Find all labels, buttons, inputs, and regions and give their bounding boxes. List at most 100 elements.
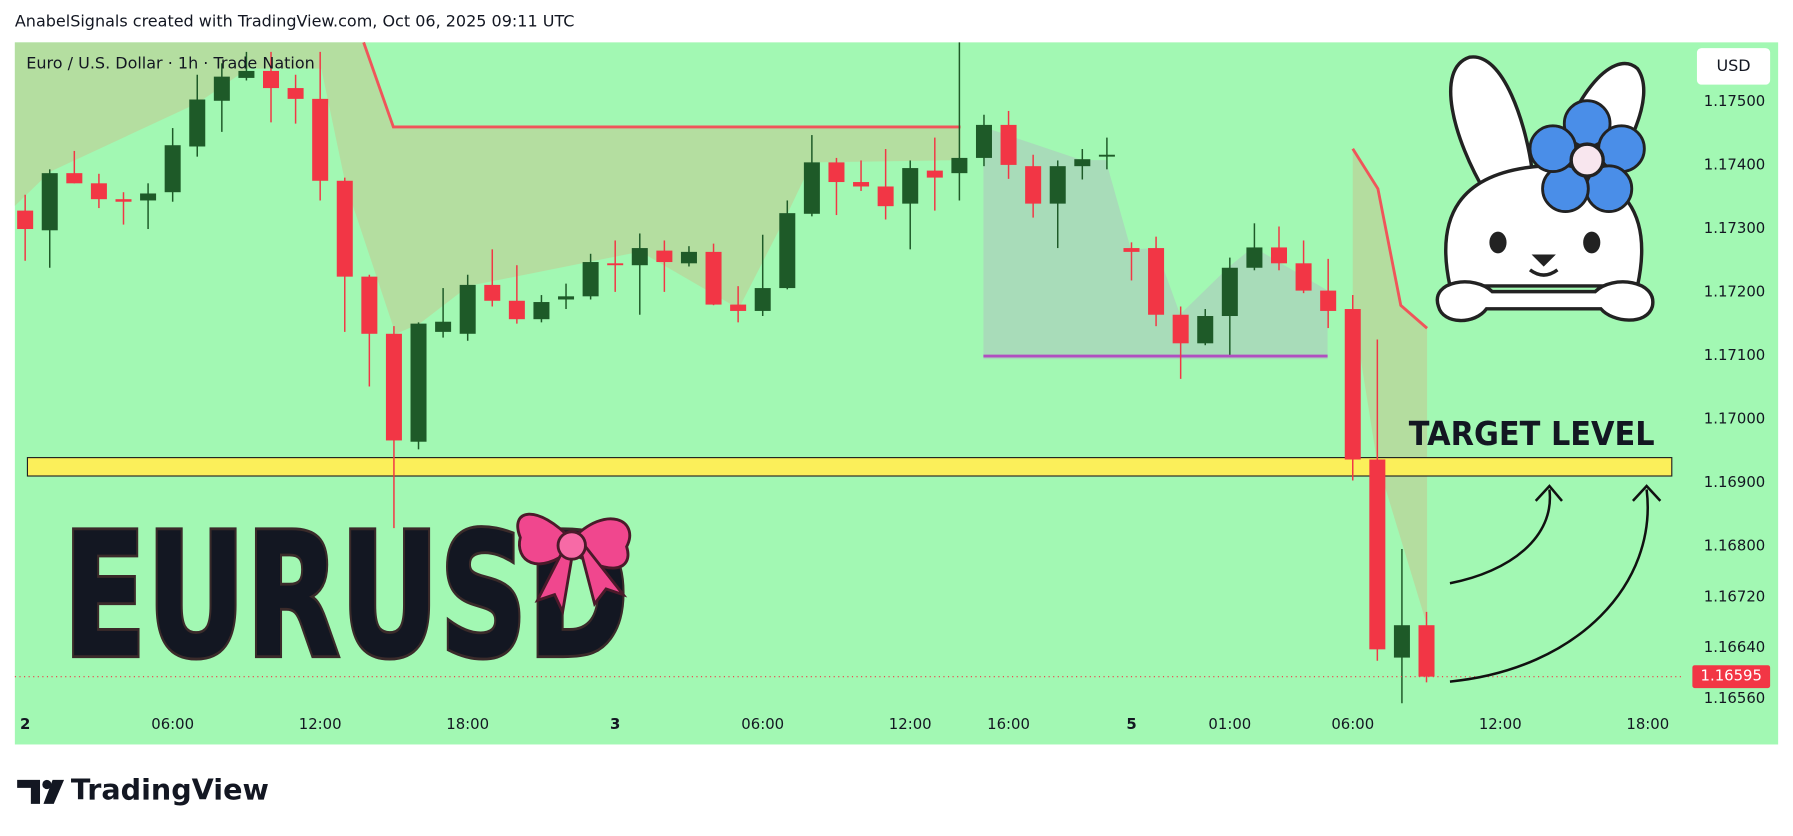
y-tick-label: 1.17000 <box>1704 409 1765 427</box>
candle-body <box>385 333 402 441</box>
candle-body <box>1246 247 1263 268</box>
candle-body <box>558 296 575 300</box>
candles <box>17 42 1435 704</box>
candle-body <box>680 251 697 264</box>
candle-body <box>484 284 501 301</box>
arrowhead <box>1534 484 1563 502</box>
brand-logo <box>17 779 65 804</box>
candle-body <box>631 248 648 266</box>
x-tick-label: 5 <box>1126 715 1136 733</box>
zone-layer <box>26 354 1673 477</box>
candle-body <box>1393 625 1410 658</box>
shaded-area <box>1352 148 1428 626</box>
chart-title: Euro / U.S. Dollar · 1h · Trade Nation <box>26 54 314 73</box>
last-price-label: 1.16595 <box>1701 667 1762 685</box>
candle-body <box>17 210 34 230</box>
candle-body <box>140 193 157 201</box>
candle-body <box>189 99 206 147</box>
candle-body <box>902 168 919 204</box>
y-tick-label: 1.16800 <box>1704 536 1765 554</box>
x-tick-label: 12:00 <box>299 715 342 733</box>
candle-body <box>582 262 599 297</box>
candle-body <box>1074 159 1091 167</box>
candle-body <box>312 98 329 181</box>
x-tick-label: 06:00 <box>741 715 784 733</box>
candle-body <box>435 321 452 332</box>
candle-body <box>1197 316 1214 344</box>
y-tick-label: 1.17200 <box>1704 283 1765 301</box>
shaded-area <box>14 42 961 334</box>
x-tick-label: 18:00 <box>1626 715 1669 733</box>
candle-body <box>508 300 525 320</box>
candle-body <box>926 170 943 178</box>
candle-body <box>287 88 304 99</box>
candle-body <box>705 251 722 305</box>
candle-body <box>1369 459 1386 650</box>
candle-body <box>1320 290 1337 311</box>
candle-body <box>1295 263 1312 291</box>
x-tick-label: 06:00 <box>1331 715 1374 733</box>
bunny <box>1435 55 1655 323</box>
candle-body <box>853 182 870 187</box>
bow <box>516 512 632 617</box>
candle-body <box>410 323 427 442</box>
candle-body <box>238 70 255 78</box>
candle-body <box>951 157 968 174</box>
candle-body <box>877 186 894 207</box>
candle-body <box>1221 267 1238 317</box>
axes: 1.17500 1.17400 1.17300 1.17200 1.17100 1.170… <box>14 92 1771 733</box>
candle-body <box>1270 247 1288 264</box>
trend-line <box>1351 147 1429 330</box>
candle-body <box>1418 625 1435 677</box>
shaded-area <box>983 126 1328 360</box>
candle-body <box>90 183 107 200</box>
arrowhead <box>1631 484 1662 502</box>
y-tick-label: 1.17100 <box>1704 346 1765 364</box>
annotation: TARGET LEVEL <box>1409 414 1655 453</box>
arrow <box>1449 489 1552 585</box>
candle-body <box>533 302 550 320</box>
candle-body <box>803 162 820 214</box>
x-tick-label: 16:00 <box>987 715 1030 733</box>
y-tick-label: 1.17400 <box>1704 156 1765 174</box>
candle-body <box>66 173 83 184</box>
candle-body <box>1148 248 1165 315</box>
y-tick-label: 1.16560 <box>1704 689 1765 707</box>
candle-body <box>1344 309 1361 460</box>
candle-body <box>41 173 58 231</box>
candle-body <box>263 70 280 89</box>
candle-body <box>730 304 747 311</box>
brand: TradingView <box>71 772 269 806</box>
y-tick-label: 1.16640 <box>1704 638 1765 656</box>
candle-body <box>1000 124 1017 165</box>
candle-body <box>1123 248 1140 252</box>
y-tick-label: 1.17500 <box>1704 92 1765 110</box>
currency-button[interactable] <box>1696 48 1771 85</box>
candle-body <box>1172 314 1189 344</box>
candle-body <box>115 199 132 202</box>
target-zone <box>26 457 1673 477</box>
arrow <box>1449 489 1649 683</box>
candle-body <box>1098 154 1115 157</box>
candle-body <box>779 213 796 289</box>
y-tick-label: 1.17300 <box>1704 219 1765 237</box>
header: AnabelSignals created with TradingView.c… <box>15 11 575 30</box>
candle-body <box>828 162 845 183</box>
candle-body <box>754 288 771 311</box>
trend-line <box>362 41 961 129</box>
x-tick-label: 18:00 <box>446 715 489 733</box>
candle-body <box>164 145 181 193</box>
x-tick-label: 3 <box>610 715 620 733</box>
candle-body <box>975 124 992 158</box>
candle-body <box>607 263 624 266</box>
candle-body <box>459 284 476 334</box>
y-tick-label: 1.16900 <box>1704 473 1765 491</box>
y-tick-label: 1.16720 <box>1704 587 1765 605</box>
candle-body <box>1025 166 1042 204</box>
candle-body <box>1049 166 1066 204</box>
currency-label[interactable]: USD <box>1716 56 1750 75</box>
x-tick-label: 12:00 <box>889 715 932 733</box>
x-tick-label: 2 <box>20 715 30 733</box>
